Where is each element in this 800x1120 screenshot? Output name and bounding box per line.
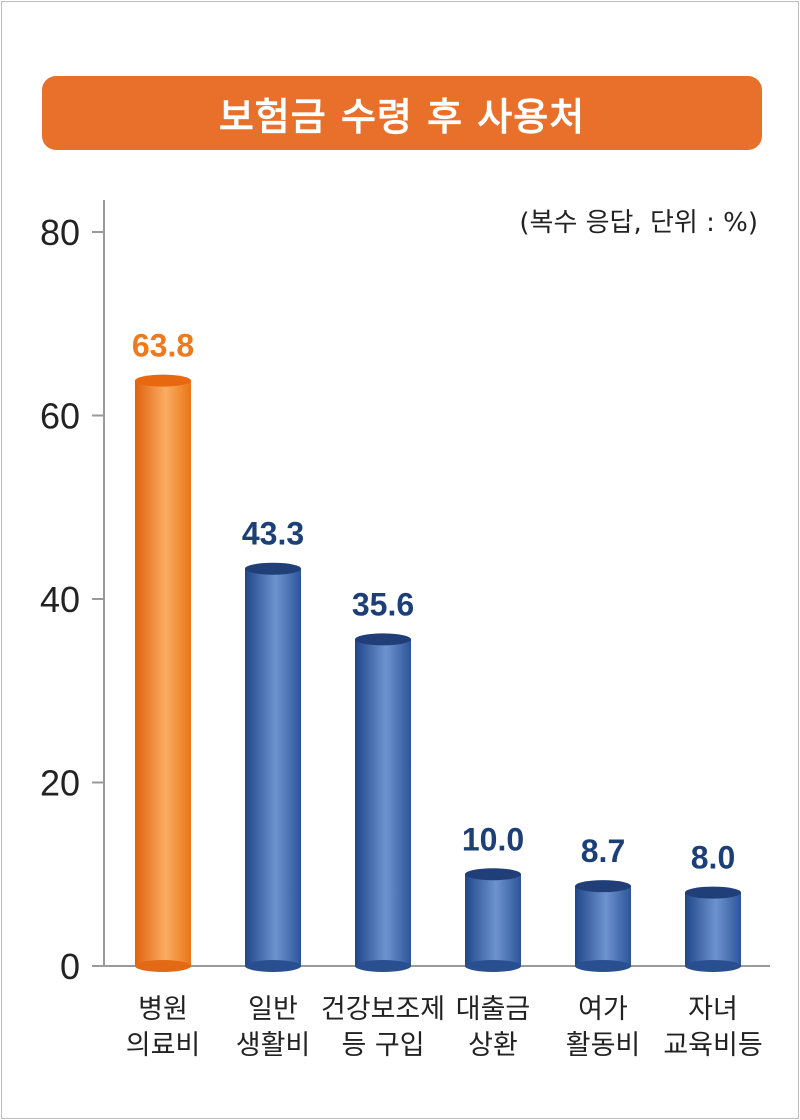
bar-base-cap xyxy=(355,960,411,972)
chart-title: 보험금 수령 후 사용처 xyxy=(218,94,586,139)
bar-body xyxy=(465,874,521,966)
bar-base-cap xyxy=(245,960,301,972)
bar-body xyxy=(685,892,741,966)
bar-6 xyxy=(685,886,741,972)
bar-base-cap xyxy=(685,960,741,972)
category-label: 의료비 xyxy=(126,1030,201,1061)
bar-body xyxy=(135,380,191,966)
value-label: 10.0 xyxy=(462,821,524,857)
value-labels: 63.8 43.3 35.6 10.0 8.7 8.0 xyxy=(132,328,735,876)
category-label: 병원 xyxy=(138,994,188,1025)
bar-5 xyxy=(575,880,631,972)
y-tick-label: 80 xyxy=(40,212,80,253)
bar-2 xyxy=(245,562,301,972)
bar-4 xyxy=(465,868,521,972)
y-tick-label: 60 xyxy=(40,396,80,437)
y-tick-label: 0 xyxy=(60,946,80,987)
bar-body xyxy=(355,639,411,966)
value-label: 43.3 xyxy=(242,516,304,552)
bar-base-cap xyxy=(135,960,191,972)
category-label: 상환 xyxy=(468,1030,518,1061)
bar-top-cap xyxy=(245,562,301,575)
bars xyxy=(135,374,741,972)
bar-top-cap xyxy=(575,880,631,893)
y-tick-label: 20 xyxy=(40,763,80,804)
category-label: 자녀 xyxy=(688,994,738,1025)
bar-body xyxy=(245,568,301,966)
value-label: 35.6 xyxy=(352,586,414,622)
category-label: 여가 xyxy=(578,994,628,1025)
category-label: 대출금 xyxy=(456,994,531,1025)
value-label: 63.8 xyxy=(132,328,194,364)
value-label: 8.7 xyxy=(581,833,625,869)
category-label: 교육비등 xyxy=(663,1030,762,1061)
y-axis: 0 20 40 60 80 xyxy=(40,200,770,987)
bar-top-cap xyxy=(685,886,741,899)
y-tick-label: 40 xyxy=(40,579,80,620)
bar-1 xyxy=(135,374,191,972)
bar-base-cap xyxy=(465,960,521,972)
bar-base-cap xyxy=(575,960,631,972)
bar-top-cap xyxy=(355,633,411,646)
category-label: 활동비 xyxy=(566,1030,641,1061)
bar-body xyxy=(575,886,631,966)
category-label: 생활비 xyxy=(236,1030,311,1061)
category-label: 건강보조제 xyxy=(321,994,445,1025)
unit-note: (복수 응답, 단위 : %) xyxy=(519,208,758,238)
value-label: 8.0 xyxy=(691,840,735,876)
bar-top-cap xyxy=(135,374,191,387)
category-label: 등 구입 xyxy=(341,1030,424,1061)
category-label: 일반 xyxy=(248,994,298,1025)
bar-top-cap xyxy=(465,868,521,881)
title-banner: 보험금 수령 후 사용처 xyxy=(42,76,762,150)
bar-3 xyxy=(355,633,411,972)
